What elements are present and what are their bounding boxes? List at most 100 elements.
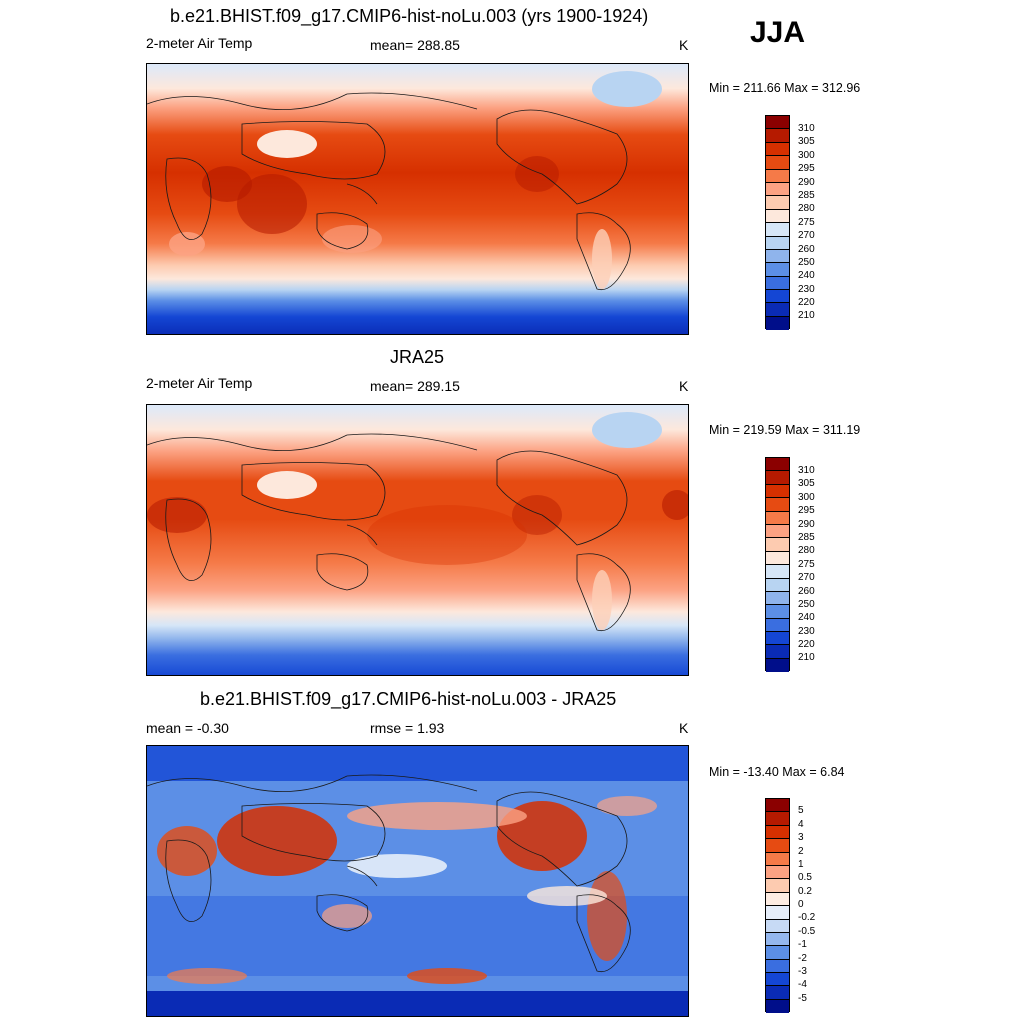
panel-3-mean-label: mean = -0.30 [146, 720, 229, 736]
colorbar-box [766, 879, 789, 893]
colorbar-box [766, 946, 789, 960]
colorbar-box [766, 565, 789, 579]
asia-warm-bias [217, 806, 337, 876]
panel-3-rmse-label: rmse = 1.93 [370, 720, 445, 736]
colorbar-box [766, 799, 789, 813]
colorbar-box [766, 551, 789, 566]
colorbar-label: 305 [798, 136, 815, 147]
colorbar-label: -4 [798, 979, 807, 990]
panel-2-title: JRA25 [390, 347, 445, 367]
colorbar-label: 285 [798, 532, 815, 543]
colorbar-label: -0.5 [798, 926, 816, 937]
colorbar-label: 240 [798, 612, 815, 623]
panel-2-map [146, 404, 689, 676]
panel-1-colorbar [765, 115, 790, 331]
colorbar-label: 285 [798, 190, 815, 201]
colorbar-box [766, 511, 789, 525]
colorbar-box [766, 852, 789, 866]
colorbar-box [766, 484, 789, 499]
colorbar-box [766, 538, 789, 552]
colorbar-label: 295 [798, 163, 815, 174]
panel-1-map [146, 63, 689, 335]
colorbar-box [766, 156, 789, 170]
panel-2-map-svg [147, 405, 688, 675]
colorbar-label: 275 [798, 559, 815, 570]
colorbar-label: 0 [798, 899, 804, 910]
colorbar-box [766, 316, 789, 331]
colorbar-label: 250 [798, 257, 815, 268]
colorbar-box [766, 116, 789, 130]
colorbar-label: 300 [798, 492, 815, 503]
panel-2-variable-label: 2-meter Air Temp [146, 375, 253, 391]
panel-1-units: K [679, 37, 689, 53]
colorbar-label: 220 [798, 639, 815, 650]
colorbar-box [766, 303, 789, 317]
colorbar-label: 1 [798, 859, 804, 870]
colorbar-box [766, 524, 789, 539]
colorbar-box [766, 618, 789, 633]
colorbar-box [766, 129, 789, 143]
colorbar-box [766, 591, 789, 606]
panel-3-map [146, 745, 689, 1017]
colorbar-label: 0.5 [798, 872, 812, 883]
colorbar-label: 270 [798, 230, 815, 241]
colorbar-box [766, 658, 789, 673]
panel-1-minmax: Min = 211.66 Max = 312.96 [709, 81, 861, 95]
colorbar-label: 280 [798, 545, 815, 556]
greenland-shape [592, 71, 662, 107]
colorbar-box [766, 959, 789, 974]
panel-1-title: b.e21.BHIST.f09_g17.CMIP6-hist-noLu.003 … [170, 6, 649, 26]
colorbar-label: 4 [798, 819, 804, 830]
panel-3-colorbar [765, 798, 790, 1014]
colorbar-box [766, 906, 789, 920]
colorbar-label: 260 [798, 586, 815, 597]
colorbar-label: 310 [798, 123, 815, 134]
colorbar-label: 240 [798, 270, 815, 281]
colorbar-label: 290 [798, 177, 815, 188]
colorbar-label: -5 [798, 993, 807, 1004]
colorbar-box [766, 973, 789, 987]
colorbar-box [766, 645, 789, 659]
colorbar-label: 270 [798, 572, 815, 583]
panel-1-variable-label: 2-meter Air Temp [146, 35, 253, 51]
colorbar-label: 250 [798, 599, 815, 610]
colorbar-label: -1 [798, 939, 807, 950]
colorbar-box [766, 182, 789, 197]
season-label: JJA [750, 16, 806, 49]
colorbar-box [766, 865, 789, 880]
colorbar-label: 260 [798, 244, 815, 255]
colorbar-box [766, 498, 789, 512]
panel-3-minmax: Min = -13.40 Max = 6.84 [709, 765, 845, 779]
colorbar-label: 2 [798, 846, 804, 857]
colorbar-box [766, 932, 789, 947]
colorbar-label: -0.2 [798, 912, 816, 923]
colorbar-label: 290 [798, 519, 815, 530]
colorbar-box [766, 825, 789, 840]
colorbar-label: 230 [798, 284, 815, 295]
colorbar-box [766, 632, 789, 646]
panel-3-title: b.e21.BHIST.f09_g17.CMIP6-hist-noLu.003 … [200, 689, 617, 709]
colorbar-box [766, 605, 789, 619]
colorbar-box [766, 196, 789, 210]
colorbar-box [766, 812, 789, 826]
colorbar-box [766, 142, 789, 157]
colorbar-box [766, 223, 789, 237]
colorbar-label: 300 [798, 150, 815, 161]
panel-3-map-svg [147, 746, 688, 1016]
colorbar-label: 220 [798, 297, 815, 308]
colorbar-label: 305 [798, 478, 815, 489]
colorbar-box [766, 249, 789, 264]
colorbar-label: 295 [798, 505, 815, 516]
colorbar-box [766, 999, 789, 1014]
colorbar-box [766, 892, 789, 907]
colorbar-label: 3 [798, 832, 804, 843]
colorbar-box [766, 169, 789, 183]
colorbar-label: 310 [798, 465, 815, 476]
panel-2-mean-label: mean= 289.15 [370, 378, 460, 394]
colorbar-box [766, 839, 789, 853]
colorbar-label: -3 [798, 966, 807, 977]
colorbar-box [766, 986, 789, 1000]
colorbar-label: 280 [798, 203, 815, 214]
colorbar-box [766, 290, 789, 304]
